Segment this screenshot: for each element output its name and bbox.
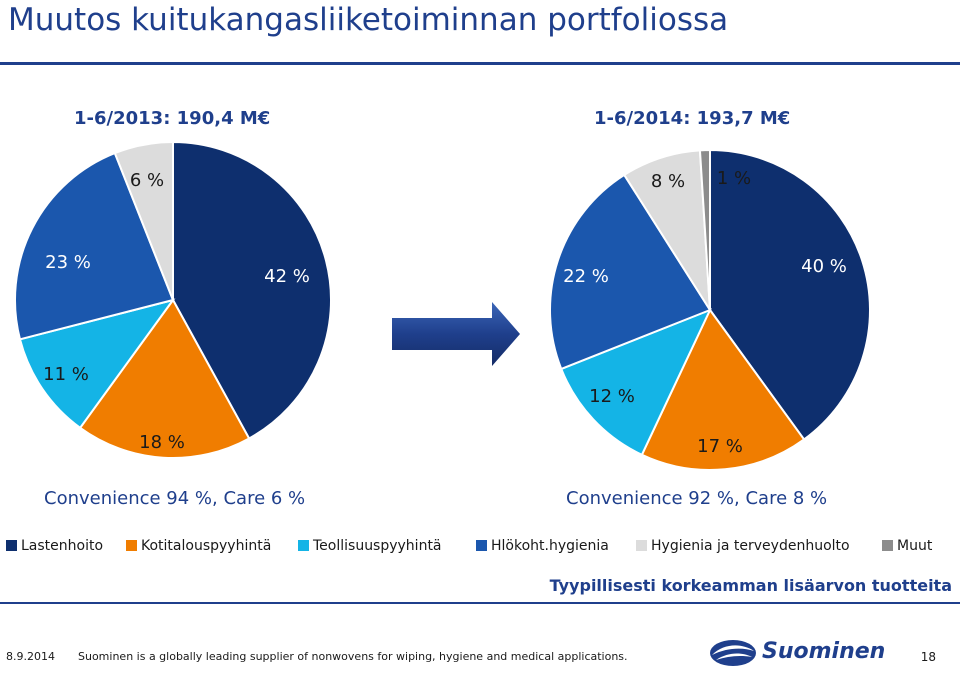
page-title: Muutos kuitukangasliiketoiminnan portfol…: [8, 2, 729, 38]
brand-name: Suominen: [762, 639, 886, 664]
pie-label-hygienia-ja-terveydenhuolto: 8 %: [651, 171, 685, 192]
pie-2014: 40 % 17 % 12 % 22 % 8 % 1 %: [549, 148, 871, 471]
transition-arrow: [392, 302, 520, 366]
pie-slice-kotitalouspyyhinta: [78, 298, 251, 460]
legend-item-hygienia-terveydenhuolto: Hygienia ja terveydenhuolto: [636, 538, 850, 554]
pie-label-teollisuuspyyhinta: 12 %: [589, 386, 635, 407]
pie-slice-lastenhoito: [709, 148, 871, 441]
legend-swatch: [298, 540, 309, 551]
pie-slice-teollisuuspyyhinta: [18, 298, 176, 430]
pie-slice-hlokoht-hygienia: [14, 151, 175, 341]
pie-label-muut: 1 %: [717, 168, 751, 189]
pie-label-kotitalouspyyhinta: 17 %: [697, 436, 743, 457]
legend-item-kotitalouspyyhinta: Kotitalouspyyhintä: [126, 538, 271, 554]
legend-item-muut: Muut: [882, 538, 932, 554]
legend: Lastenhoito Kotitalouspyyhintä Teollisuu…: [6, 538, 956, 558]
legend-swatch: [476, 540, 487, 551]
legend-swatch: [126, 540, 137, 551]
pie-label-kotitalouspyyhinta: 18 %: [139, 432, 185, 453]
legend-swatch: [6, 540, 17, 551]
pie-label-hygienia-ja-terveydenhuolto: 6 %: [130, 170, 164, 191]
pie-2013: 42 % 18 % 11 % 23 % 6 %: [14, 140, 332, 460]
pie-slice-teollisuuspyyhinta: [559, 308, 712, 457]
pie-slice-muut: [698, 148, 711, 311]
pie-2013-subtitle: Convenience 94 %, Care 6 %: [44, 488, 306, 509]
pie-label-lastenhoito: 40 %: [801, 256, 847, 277]
pie-charts: 42 % 18 % 11 % 23 % 6 % 40 % 17 % 12 % 22 % 8 % 1…: [14, 140, 871, 471]
footer-text: Suominen is a globally leading supplier …: [78, 650, 628, 663]
pie-slice-kotitalouspyyhinta: [640, 308, 806, 471]
page-number: 18: [920, 650, 936, 664]
pie-slice-hlokoht-hygienia: [549, 173, 712, 371]
title-divider: [0, 62, 960, 65]
pie-2014-subtitle: Convenience 92 %, Care 8 %: [566, 488, 828, 509]
value-note: Tyypillisesti korkeamman lisäarvon tuott…: [549, 576, 952, 595]
pie-label-hlokoht-hygienia: 23 %: [45, 252, 91, 273]
legend-item-hlokoht-hygienia: Hlökoht.hygienia: [476, 538, 609, 554]
footer-date: 8.9.2014: [6, 650, 55, 663]
pie-slice-lastenhoito: [172, 140, 332, 440]
legend-swatch: [882, 540, 893, 551]
pie-label-lastenhoito: 42 %: [264, 266, 310, 287]
footer-divider: [0, 602, 960, 604]
pie-slice-hygienia-ja-terveydenhuolto: [113, 140, 174, 301]
pie-2014-title: 1-6/2014: 193,7 M€: [594, 108, 791, 129]
suominen-logo-icon: [710, 640, 756, 666]
pie-label-hlokoht-hygienia: 22 %: [563, 266, 609, 287]
legend-item-teollisuuspyyhinta: Teollisuuspyyhintä: [298, 538, 442, 554]
pie-2013-title: 1-6/2013: 190,4 M€: [74, 108, 271, 129]
pie-label-teollisuuspyyhinta: 11 %: [43, 364, 89, 385]
legend-swatch: [636, 540, 647, 551]
legend-item-lastenhoito: Lastenhoito: [6, 538, 103, 554]
